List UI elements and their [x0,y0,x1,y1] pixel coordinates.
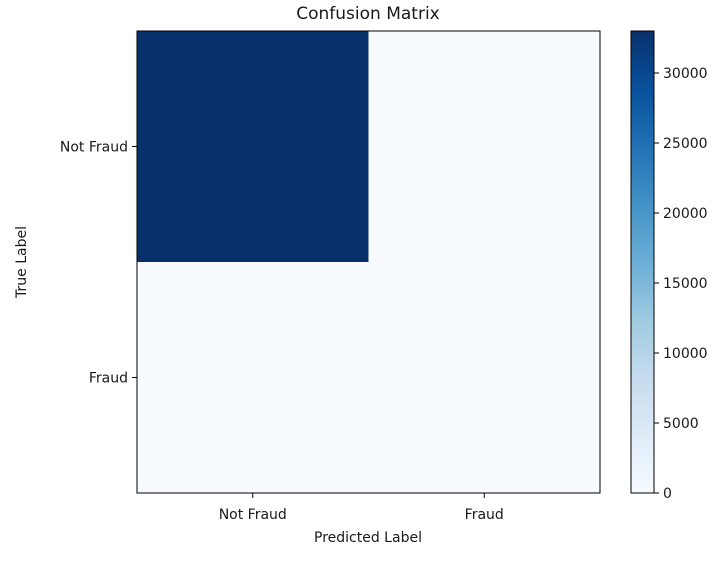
colorbar-tick-label: 10000 [663,346,708,362]
x-axis-ticks: Not Fraud Fraud [219,493,504,523]
heatmap-cell [137,262,369,494]
colorbar-ticks: 0 5000 10000 15000 20000 25000 30000 [654,66,708,502]
colorbar-tick-label: 5000 [663,416,699,432]
heatmap-cell [137,31,369,263]
colorbar [630,30,655,494]
y-axis-label: True Label [14,226,30,299]
colorbar-tick-label: 15000 [663,276,708,292]
heatmap-cell [368,31,601,263]
chart-title: Confusion Matrix [296,4,440,24]
x-tick-label: Not Fraud [219,507,287,523]
heatmap-cell [368,262,601,494]
y-axis-ticks: Not Fraud Fraud [60,140,137,387]
plot-frame [136,30,601,494]
colorbar-tick-label: 20000 [663,206,708,222]
y-tick-label: Not Fraud [60,140,128,156]
colorbar-tick-label: 25000 [663,136,708,152]
heatmap-cells [137,31,601,494]
y-tick-label: Fraud [89,371,128,387]
x-tick-label: Fraud [465,507,504,523]
x-axis-label: Predicted Label [314,530,422,546]
colorbar-tick-label: 0 [663,486,672,502]
colorbar-tick-label: 30000 [663,66,708,82]
